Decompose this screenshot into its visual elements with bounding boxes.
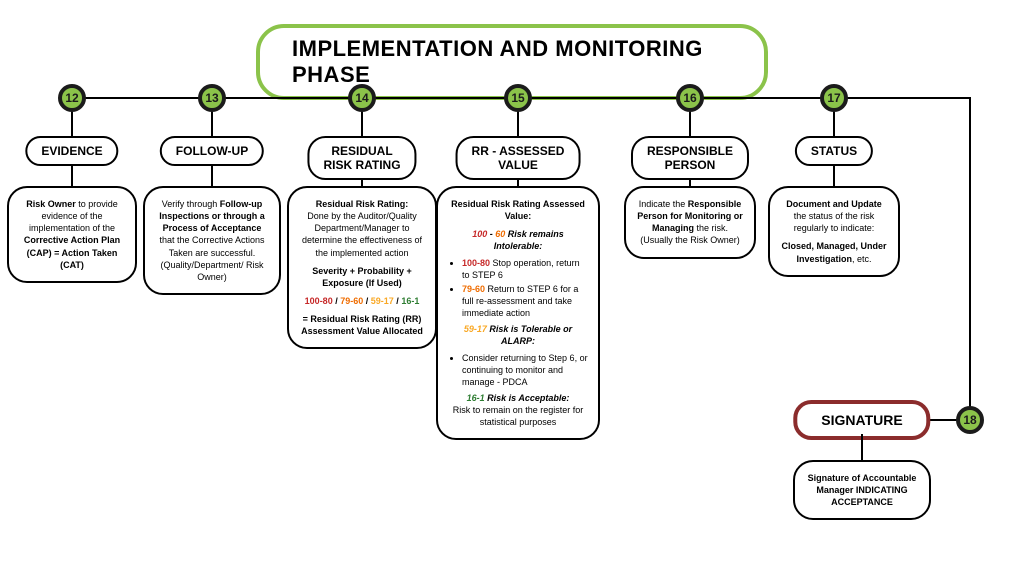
step-badge-15: 15: [504, 84, 532, 112]
step-card-13: Verify through Follow-up Inspections or …: [143, 186, 281, 295]
step-badge-12: 12: [58, 84, 86, 112]
step-card-14: Residual Risk Rating:Done by the Auditor…: [287, 186, 437, 349]
step-badge-13: 13: [198, 84, 226, 112]
range-100-80: 100-80: [305, 296, 333, 306]
step-badge-14: 14: [348, 84, 376, 112]
signature-card: Signature of Accountable Manager INDICAT…: [793, 460, 931, 520]
step-badge-16: 16: [676, 84, 704, 112]
step-card-12: Risk Owner to provide evidence of the im…: [7, 186, 137, 283]
step-label-17: STATUS: [795, 136, 873, 166]
connector-signature-v: [861, 434, 863, 460]
step-card-16: Indicate the Responsible Person for Moni…: [624, 186, 756, 259]
phase-title: IMPLEMENTATION AND MONITORING PHASE: [292, 36, 732, 88]
step-badge-18: 18: [956, 406, 984, 434]
step-card-17: Document and Update the status of the ri…: [768, 186, 900, 277]
step-label-14: RESIDUALRISK RATING: [307, 136, 416, 180]
step-badge-17: 17: [820, 84, 848, 112]
step-card-15: Residual Risk Rating Assessed Value:100 …: [436, 186, 600, 440]
connector-to-signature: [969, 97, 971, 420]
step-label-12: EVIDENCE: [25, 136, 118, 166]
step-label-16: RESPONSIBLEPERSON: [631, 136, 749, 180]
step-label-13: FOLLOW-UP: [160, 136, 264, 166]
range-16-1: 16-1: [401, 296, 419, 306]
range-79-60: 79-60: [340, 296, 363, 306]
range-59-17: 59-17: [371, 296, 394, 306]
step-label-15: RR - ASSESSEDVALUE: [456, 136, 581, 180]
